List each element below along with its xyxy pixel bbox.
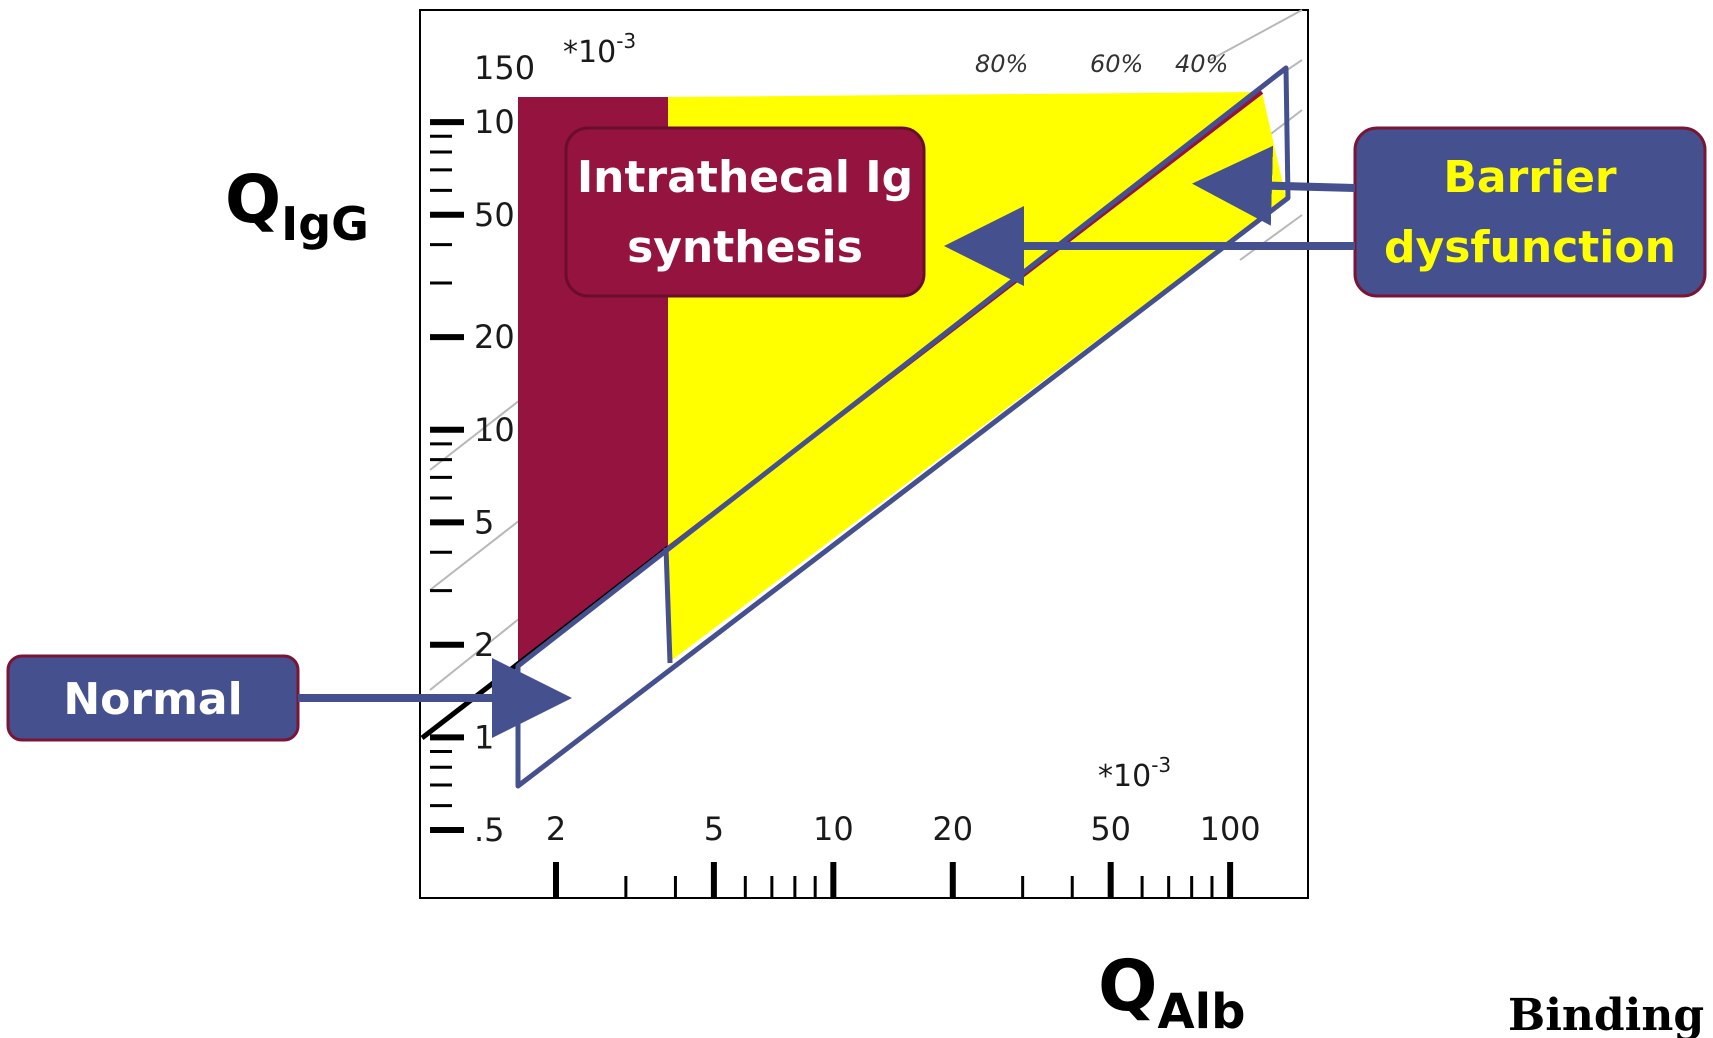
- x-tick-label: 20: [932, 810, 973, 848]
- svg-text:Intrathecal Ig: Intrathecal Ig: [577, 152, 913, 203]
- normal-divider-line: [663, 547, 673, 664]
- percentile-line: [429, 519, 521, 591]
- y-tick-label: 50: [474, 196, 515, 234]
- callout-normal: Normal: [6, 654, 300, 742]
- y-tick-label: 10: [474, 103, 515, 141]
- y-tick-label: 1: [474, 718, 494, 756]
- y-axis-title: QIgG: [225, 161, 369, 251]
- barrier-arrow-upper: [1192, 145, 1356, 226]
- percentile-line: [1209, 9, 1303, 61]
- pct-label-80: 80%: [975, 50, 1028, 78]
- callout-barrier: Barrier dysfunction: [1353, 126, 1707, 298]
- x-tick-label: 100: [1200, 810, 1261, 848]
- pct-label-40: 40%: [1175, 50, 1228, 78]
- y-tick-label: 10: [474, 411, 515, 449]
- y-tick-label: 150: [474, 49, 535, 87]
- x-tick-label: 5: [704, 810, 724, 848]
- svg-text:synthesis: synthesis: [627, 222, 863, 273]
- footer-binding: Binding: [1508, 990, 1704, 1038]
- pct-label-60: 60%: [1090, 50, 1143, 78]
- percentile-line: [429, 617, 521, 691]
- x-multiplier: *10-3: [1098, 753, 1171, 794]
- y-multiplier: *10-3: [563, 29, 636, 70]
- x-axis-title: QAlb: [1098, 945, 1245, 1038]
- callout-intrathecal: Intrathecal Ig synthesis: [564, 126, 926, 298]
- x-axis: 2 5 10 20 50 100: [546, 810, 1261, 898]
- percentile-line: [1239, 214, 1303, 261]
- x-tick-label: 2: [546, 810, 566, 848]
- y-tick-label: 2: [474, 626, 494, 664]
- svg-text:Normal: Normal: [63, 674, 242, 725]
- svg-text:Barrier: Barrier: [1443, 152, 1617, 203]
- y-tick-label: 20: [474, 318, 515, 356]
- x-tick-label: 10: [813, 810, 854, 848]
- y-tick-label: 5: [474, 503, 494, 541]
- y-tick-label: .5: [474, 811, 505, 849]
- x-tick-label: 50: [1090, 810, 1131, 848]
- y-axis: .5 1 2 5 10 20 50 10 150: [430, 49, 535, 849]
- normal-barrier-outline: [515, 65, 1291, 789]
- svg-text:dysfunction: dysfunction: [1384, 222, 1676, 273]
